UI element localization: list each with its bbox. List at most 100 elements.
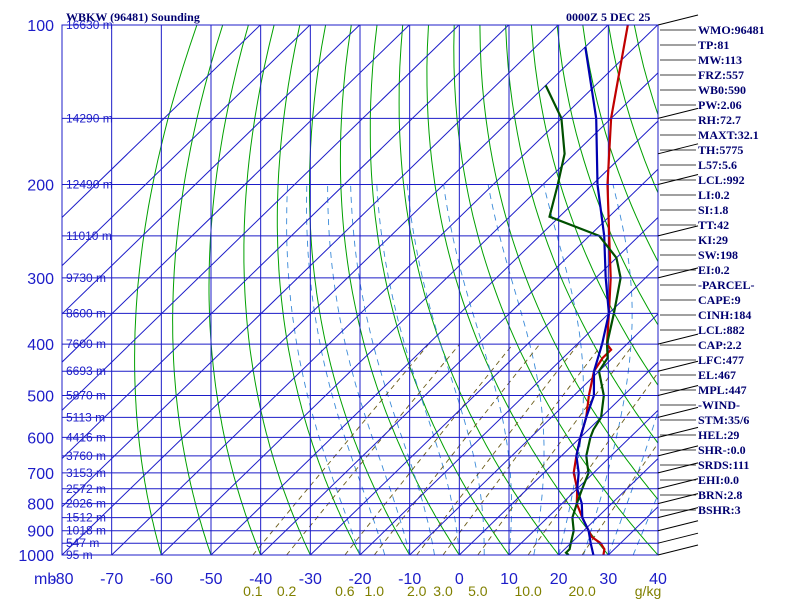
wind-barb (657, 532, 699, 544)
index-label: BRN:2.8 (698, 488, 742, 502)
index-label: CAP:2.2 (698, 338, 742, 352)
index-label: SRDS:111 (698, 458, 749, 472)
moist-adiabat (487, 184, 545, 555)
index-label: RH:72.7 (698, 113, 741, 127)
temperature-tick-label: -70 (100, 571, 123, 588)
plot-frame (61, 24, 659, 556)
wind-barb (657, 445, 699, 457)
wind-barb (657, 544, 699, 556)
index-label: PW:2.06 (698, 98, 742, 112)
wind-barb (657, 406, 699, 418)
isotherm (62, 25, 360, 315)
isotherm (62, 25, 311, 267)
isotherm (210, 120, 658, 555)
mixing-ratio-label: 2.0 (407, 583, 427, 599)
pressure-tick-label: 1000 (18, 548, 54, 565)
wind-barb (657, 14, 699, 26)
isotherm (62, 25, 410, 363)
isotherm (62, 25, 509, 460)
isotherm (359, 264, 658, 555)
index-label: LCL:992 (698, 173, 745, 187)
mb-label: mb (34, 571, 56, 588)
index-label: WB0:590 (698, 83, 746, 97)
wind-barb (657, 478, 699, 490)
index-label: KI:29 (698, 233, 728, 247)
temperature-tick-label: -20 (348, 571, 371, 588)
index-label: TH:5775 (698, 143, 743, 157)
mixing-ratio-label: 3.0 (433, 583, 453, 599)
index-label: L57:5.6 (698, 158, 737, 172)
wind-barb (657, 426, 699, 438)
index-label: FRZ:557 (698, 68, 744, 82)
temperature-tick-label: -60 (150, 571, 173, 588)
temperature-tick-label: 20 (550, 571, 568, 588)
wind-barb (657, 174, 699, 186)
temperature-tick-label: 10 (500, 571, 518, 588)
isotherm (62, 25, 460, 412)
wind-barb (657, 333, 699, 345)
mixing-ratio-labels: 0.1 0.2 0.6 1.0 2.0 3.0 5.0 10.0 20.0 g/kg (243, 583, 661, 599)
mixing-ratio-label: 0.1 (243, 583, 263, 599)
moist-adiabat (443, 184, 512, 555)
mixing-ratio-label: 5.0 (468, 583, 488, 599)
mixing-ratio-label: 10.0 (515, 583, 542, 599)
index-label: TP:81 (698, 38, 729, 52)
temperature-tick-label: 30 (599, 571, 617, 588)
wind-barb (657, 143, 699, 155)
pressure-tick-label: 800 (27, 497, 54, 514)
index-label: SHR-:0.0 (698, 443, 746, 457)
index-label: WMO:96481 (698, 23, 765, 37)
temperature-tick-label: -10 (398, 571, 421, 588)
wind-barb (657, 462, 699, 474)
pressure-tick-label: 200 (27, 178, 54, 195)
isotherm (62, 25, 609, 555)
index-label: HEL:29 (698, 428, 739, 442)
temperature-tick-label: 40 (649, 571, 667, 588)
index-label: CAPE:9 (698, 293, 741, 307)
index-label: TT:42 (698, 218, 729, 232)
isotherm (62, 25, 559, 508)
indices-panel: WMO:96481TP:81MW:113FRZ:557WB0:590PW:2.0… (660, 23, 765, 517)
isotherm (111, 25, 658, 555)
index-label: EL:467 (698, 368, 736, 382)
index-label: STM:35/6 (698, 413, 749, 427)
index-label: BSHR:3 (698, 503, 741, 517)
moist-adiabat (376, 184, 460, 555)
chart-title: WBKW (96481) Sounding (66, 10, 200, 24)
index-label: -PARCEL- (698, 278, 754, 292)
wind-barb (657, 225, 699, 237)
mixing-ratio-label: 20.0 (568, 583, 595, 599)
wind-barb (657, 507, 699, 519)
chart-time: 0000Z 5 DEC 25 (566, 10, 650, 24)
mixing-ratio-label: 0.6 (335, 583, 355, 599)
isotherm (558, 457, 658, 555)
wind-barb (657, 267, 699, 279)
isotherm (458, 361, 658, 555)
index-label: -WIND- (698, 398, 740, 412)
wind-barb (657, 384, 699, 396)
index-label: SI:1.8 (698, 203, 728, 217)
pressure-tick-label: 400 (27, 337, 54, 354)
index-label: EHI:0.0 (698, 473, 739, 487)
wind-barb (657, 360, 699, 372)
isotherm (409, 313, 658, 555)
index-label: CINH:184 (698, 308, 751, 322)
index-label: LCL:882 (698, 323, 745, 337)
index-label: MW:113 (698, 53, 742, 67)
mixing-ratio-label: 0.2 (277, 583, 297, 599)
pressure-tick-label: 300 (27, 271, 54, 288)
temperature-tick-label: 0 (455, 571, 464, 588)
pressure-tick-label: 700 (27, 466, 54, 483)
temperature-tick-label: -40 (249, 571, 272, 588)
temperature-tick-label: -30 (299, 571, 322, 588)
pressure-tick-label: 100 (27, 18, 54, 35)
index-label: EI:0.2 (698, 263, 730, 277)
mixing-ratio-label: 1.0 (365, 583, 385, 599)
isotherm (508, 409, 658, 555)
temperature-tick-label: -50 (199, 571, 222, 588)
isotherm (260, 168, 658, 555)
index-label: LI:0.2 (698, 188, 730, 202)
